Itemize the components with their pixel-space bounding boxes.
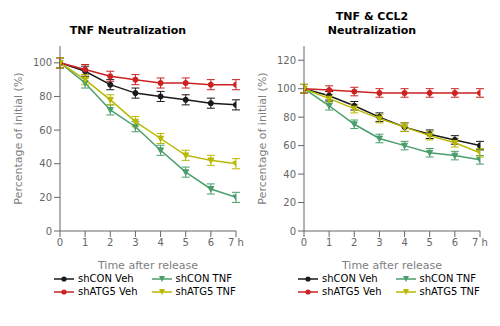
svg-text:80: 80 — [39, 91, 52, 102]
svg-text:1: 1 — [82, 237, 88, 248]
svg-text:Percentage of initial (%): Percentage of initial (%) — [256, 72, 269, 204]
svg-text:0: 0 — [301, 237, 307, 248]
svg-text:4: 4 — [157, 237, 163, 248]
svg-text:Time after release: Time after release — [341, 259, 442, 272]
svg-text:100: 100 — [277, 83, 296, 94]
svg-text:1: 1 — [326, 237, 332, 248]
html-text:shATG5 Veh: shATG5 Veh — [322, 286, 382, 297]
svg-text:3: 3 — [132, 237, 138, 248]
html-text:shCON Veh: shCON Veh — [78, 273, 134, 284]
svg-text:20: 20 — [283, 197, 296, 208]
svg-text:5: 5 — [427, 237, 433, 248]
html-text:TNF & CCL2 Neutralization: TNF & CCL2 Neutralization — [327, 10, 417, 37]
svg-text:Time after release: Time after release — [97, 259, 198, 272]
html-text:shATG5 Veh: shATG5 Veh — [78, 286, 138, 297]
svg-text:6: 6 — [452, 237, 458, 248]
svg-text:80: 80 — [283, 112, 296, 123]
svg-text:7 h: 7 h — [472, 237, 488, 248]
svg-text:40: 40 — [283, 169, 296, 180]
html-text:TNF Neutralization: TNF Neutralization — [69, 24, 187, 37]
html-text:shATG5 TNF: shATG5 TNF — [419, 286, 480, 297]
html-text:shATG5 TNF: shATG5 TNF — [175, 286, 236, 297]
svg-text:0: 0 — [290, 226, 296, 237]
svg-text:120: 120 — [277, 55, 296, 66]
svg-text:60: 60 — [283, 140, 296, 151]
svg-text:7 h: 7 h — [228, 237, 244, 248]
svg-text:2: 2 — [351, 237, 357, 248]
svg-text:2: 2 — [107, 237, 113, 248]
html-text:shCON TNF: shCON TNF — [419, 273, 476, 284]
svg-text:5: 5 — [183, 237, 189, 248]
svg-text:60: 60 — [39, 125, 52, 136]
svg-text:100: 100 — [33, 57, 52, 68]
svg-text:20: 20 — [39, 192, 52, 203]
svg-text:4: 4 — [401, 237, 407, 248]
svg-text:40: 40 — [39, 158, 52, 169]
svg-text:0: 0 — [57, 237, 63, 248]
svg-text:0: 0 — [46, 226, 52, 237]
svg-text:6: 6 — [208, 237, 214, 248]
html-text:shCON Veh: shCON Veh — [322, 273, 378, 284]
svg-text:3: 3 — [376, 237, 382, 248]
html-text:shCON TNF: shCON TNF — [175, 273, 232, 284]
svg-text:Percentage of initial (%): Percentage of initial (%) — [12, 72, 25, 204]
